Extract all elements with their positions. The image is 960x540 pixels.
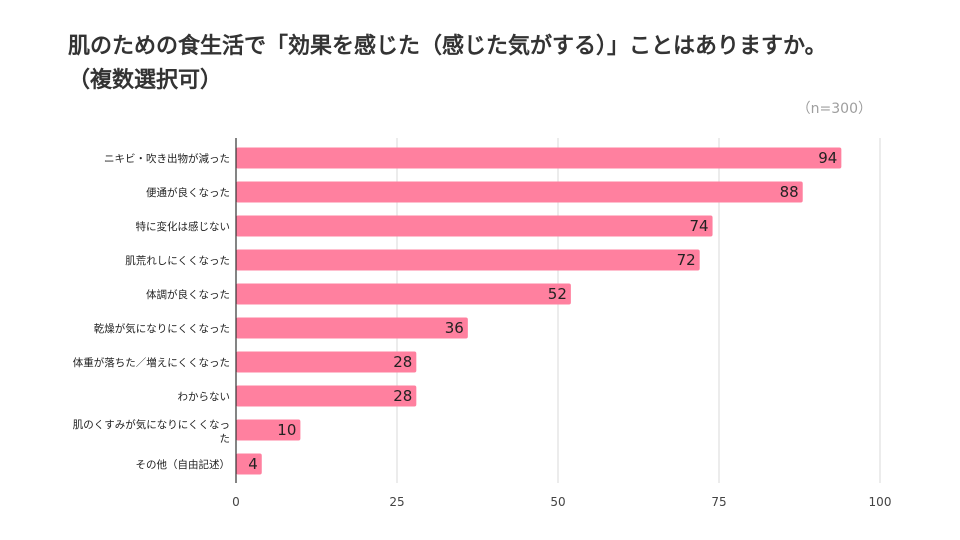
category-label-7: わからない	[178, 391, 231, 403]
bar-7	[236, 385, 417, 407]
value-label-2: 74	[689, 217, 708, 235]
x-tick-label-3: 75	[711, 495, 726, 509]
category-label-1: 便通が良くなった	[146, 186, 230, 199]
category-label-6: 体重が落ちた／増えにくくなった	[73, 356, 230, 369]
category-label-5: 乾燥が気になりにくくなった	[94, 322, 230, 335]
bar-5	[236, 317, 468, 339]
bar-8	[236, 419, 301, 441]
bar-9	[236, 453, 262, 475]
x-tick-label-1: 25	[389, 495, 404, 509]
bar-6	[236, 351, 417, 373]
value-label-8: 10	[277, 421, 296, 439]
x-tick-label-2: 50	[550, 495, 565, 509]
value-label-5: 36	[445, 319, 464, 337]
bar-4	[236, 283, 571, 305]
category-label-8: 肌のくすみが気になりにくくなった	[73, 418, 230, 445]
bar-1	[236, 181, 803, 203]
value-label-6: 28	[393, 353, 412, 371]
value-label-9: 4	[248, 455, 258, 473]
chart-title-line-2: （複数選択可）	[68, 68, 223, 93]
category-label-4: 体調が良くなった	[146, 288, 230, 301]
x-tick-label-4: 100	[869, 495, 892, 509]
value-label-0: 94	[818, 149, 837, 167]
bar-3	[236, 249, 700, 271]
category-label-9: その他（自由記述）	[136, 458, 231, 471]
value-label-4: 52	[548, 285, 567, 303]
bar-0	[236, 147, 842, 169]
category-label-3: 肌荒れしにくくなった	[125, 255, 230, 267]
chart-title-line-1: 肌のための食生活で「効果を感じた（感じた気がする）」ことはありますか。	[68, 34, 827, 59]
chart-title: 肌のための食生活で「効果を感じた（感じた気がする）」ことはありますか。 （複数選…	[68, 30, 827, 98]
sample-size-note: （n=300）	[796, 101, 872, 117]
x-tick-label-0: 0	[232, 495, 240, 509]
value-label-1: 88	[780, 183, 799, 201]
bar-2	[236, 215, 713, 237]
category-label-0: ニキビ・吹き出物が減った	[104, 152, 230, 165]
category-label-2: 特に変化は感じない	[136, 220, 231, 233]
value-label-7: 28	[393, 387, 412, 405]
value-label-3: 72	[677, 251, 696, 269]
